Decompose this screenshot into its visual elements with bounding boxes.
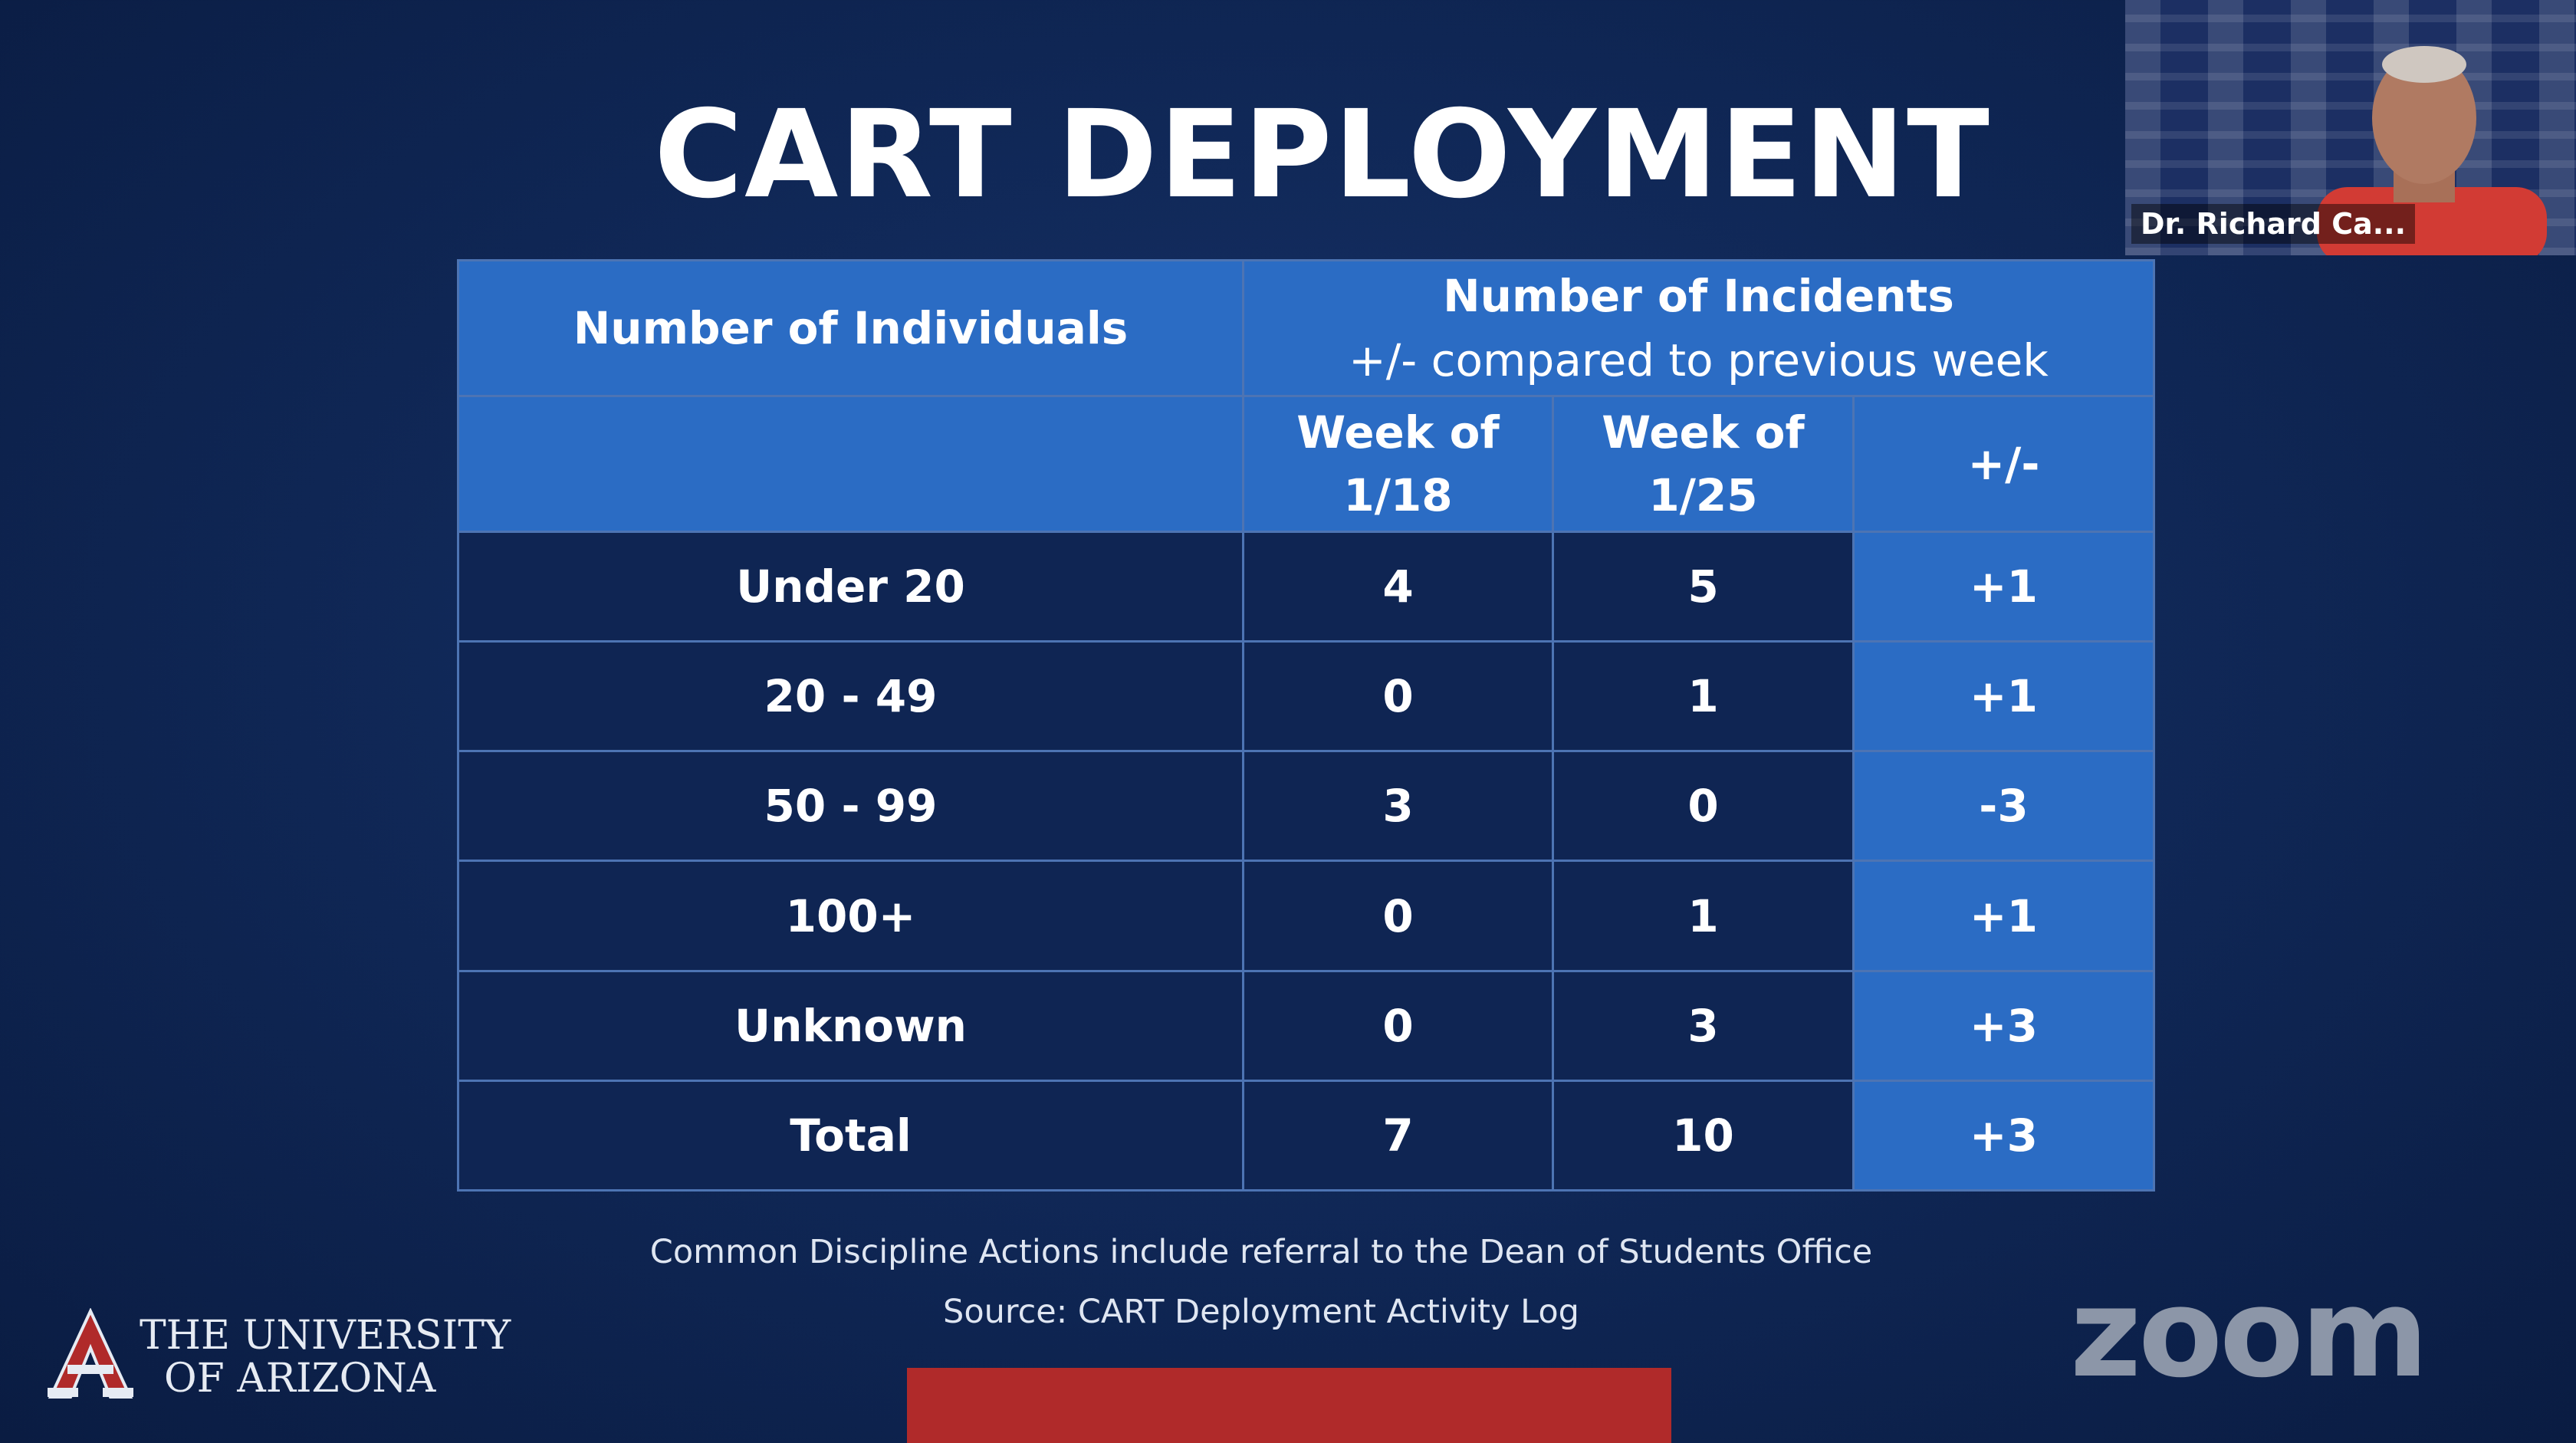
cell-week1: 0 bbox=[1242, 860, 1554, 972]
zoom-watermark: zoom bbox=[2070, 1261, 2429, 1405]
cell-change: -3 bbox=[1852, 750, 2156, 863]
table-row: Under 20 4 5 +1 bbox=[457, 530, 2156, 643]
footer-source: Source: CART Deployment Activity Log bbox=[943, 1293, 1579, 1331]
row-label: 100+ bbox=[457, 860, 1244, 972]
table-subheader-row: Week of 1/18 Week of 1/25 +/- bbox=[457, 395, 2156, 533]
header-incidents: Number of Incidents +/- compared to prev… bbox=[1241, 259, 2156, 397]
cell-week1: 0 bbox=[1242, 969, 1554, 1082]
participant-video-tile[interactable]: Dr. Richard Ca... bbox=[2125, 0, 2576, 255]
row-label: Unknown bbox=[457, 969, 1244, 1082]
logo-text: THE UNIVERSITY OF ARIZONA bbox=[140, 1313, 511, 1402]
slide-title: CART DEPLOYMENT bbox=[654, 84, 1991, 225]
participant-name-tag: Dr. Richard Ca... bbox=[2131, 204, 2416, 244]
header-week-1-18: Week of 1/18 bbox=[1242, 395, 1554, 533]
cart-deployment-table: Number of Individuals Number of Incident… bbox=[457, 259, 2156, 1192]
university-a-logo-icon bbox=[48, 1308, 133, 1399]
cell-change: +1 bbox=[1852, 640, 2156, 753]
red-footer-bar bbox=[907, 1368, 1671, 1443]
cell-week2: 5 bbox=[1552, 530, 1855, 643]
cell-week1: 7 bbox=[1242, 1079, 1554, 1192]
cell-week1: 0 bbox=[1242, 640, 1554, 753]
cell-week2: 0 bbox=[1552, 750, 1855, 863]
cell-week2: 3 bbox=[1552, 969, 1855, 1082]
table-row-total: Total 7 10 +3 bbox=[457, 1079, 2156, 1192]
cell-change: +3 bbox=[1852, 969, 2156, 1082]
cell-change: +1 bbox=[1852, 530, 2156, 643]
table-row: 100+ 0 1 +1 bbox=[457, 860, 2156, 972]
row-label: 50 - 99 bbox=[457, 750, 1244, 863]
row-label: Total bbox=[457, 1079, 1244, 1192]
header-week-1-25: Week of 1/25 bbox=[1552, 395, 1855, 533]
cell-week1: 4 bbox=[1242, 530, 1554, 643]
header-change: +/- bbox=[1852, 395, 2156, 533]
table-row: 20 - 49 0 1 +1 bbox=[457, 640, 2156, 753]
row-label: 20 - 49 bbox=[457, 640, 1244, 753]
cell-week1: 3 bbox=[1242, 750, 1554, 863]
cell-week2: 10 bbox=[1552, 1079, 1855, 1192]
cell-week2: 1 bbox=[1552, 860, 1855, 972]
table-header-row: Number of Individuals Number of Incident… bbox=[457, 259, 2156, 397]
footer-note: Common Discipline Actions include referr… bbox=[649, 1233, 1873, 1271]
cell-change: +3 bbox=[1852, 1079, 2156, 1192]
header-incidents-sub: +/- compared to previous week bbox=[1349, 334, 2049, 386]
cell-week2: 1 bbox=[1552, 640, 1855, 753]
university-logo: THE UNIVERSITY OF ARIZONA bbox=[44, 1308, 511, 1408]
cell-change: +1 bbox=[1852, 860, 2156, 972]
subheader-empty bbox=[457, 395, 1244, 533]
table-row: 50 - 99 3 0 -3 bbox=[457, 750, 2156, 863]
header-individuals: Number of Individuals bbox=[457, 259, 1244, 397]
table-row: Unknown 0 3 +3 bbox=[457, 969, 2156, 1082]
participant-avatar-icon bbox=[2317, 46, 2547, 255]
row-label: Under 20 bbox=[457, 530, 1244, 643]
